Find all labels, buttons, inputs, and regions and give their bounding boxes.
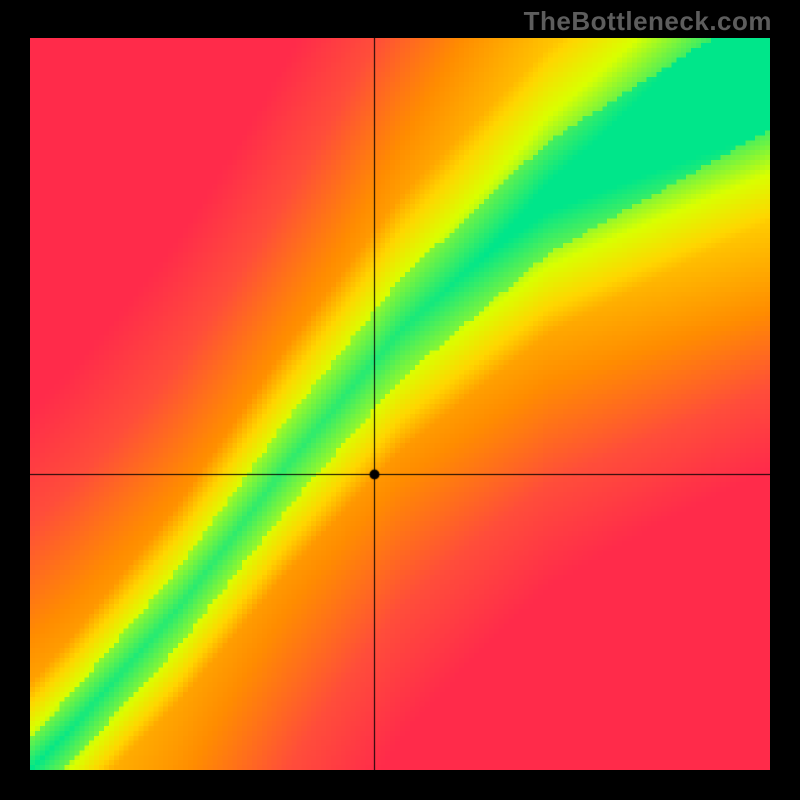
crosshair-overlay bbox=[30, 38, 770, 770]
watermark-text: TheBottleneck.com bbox=[524, 6, 772, 37]
chart-frame bbox=[0, 0, 800, 800]
